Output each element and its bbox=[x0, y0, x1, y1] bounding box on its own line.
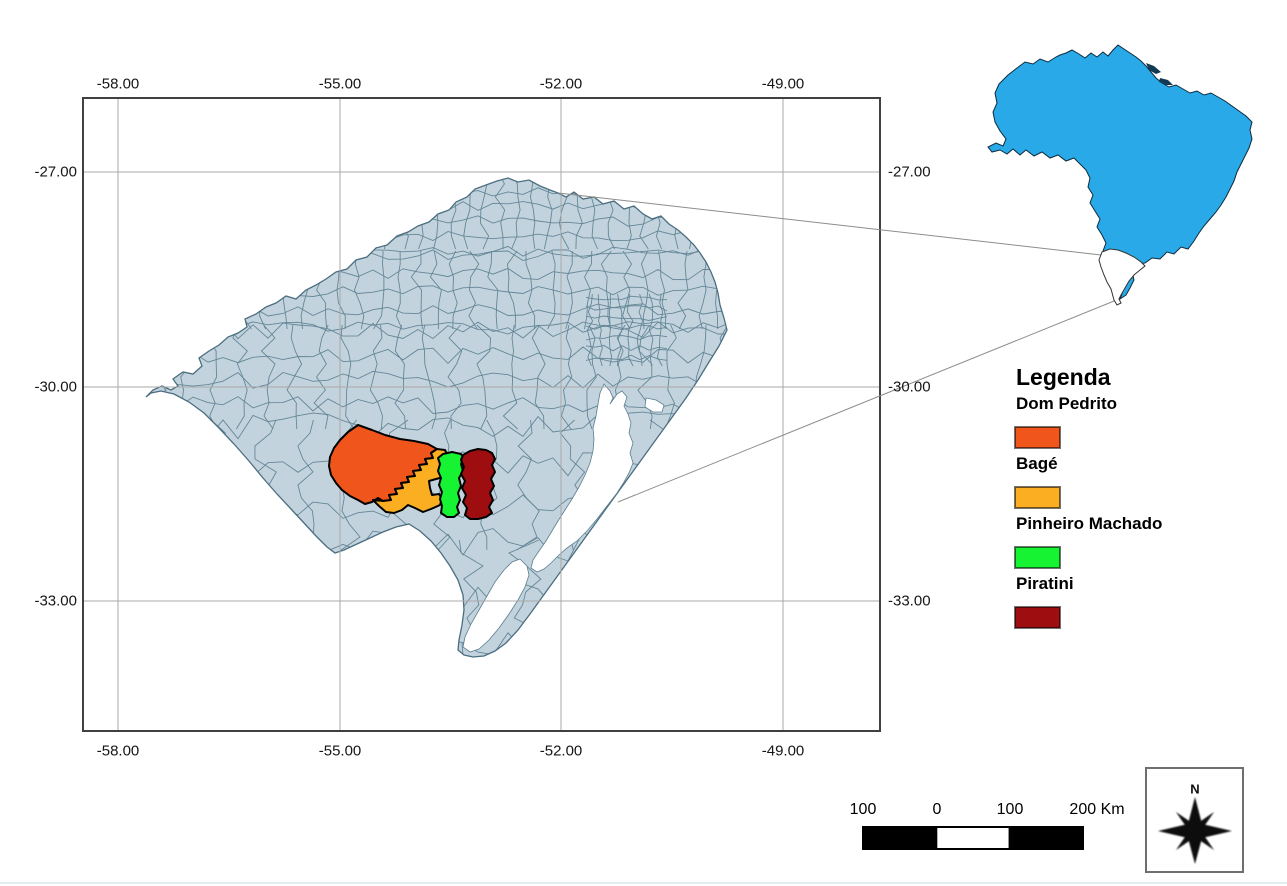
legend-swatch-pinheiro-machado bbox=[1014, 546, 1061, 569]
axis-label-right-1: -27.00 bbox=[888, 163, 931, 181]
state-outline bbox=[145, 177, 728, 658]
axis-label-right-3: -33.00 bbox=[888, 592, 931, 610]
legend-label-bage: Bagé bbox=[1016, 454, 1058, 473]
legend: Legenda Dom Pedrito Bagé Pinheiro Machad… bbox=[1013, 360, 1283, 660]
axis-label-bottom-1: -58.00 bbox=[96, 742, 140, 760]
axis-label-left-1: -27.00 bbox=[34, 163, 77, 181]
north-label: N bbox=[1190, 781, 1200, 797]
inset-brazil-shape bbox=[987, 44, 1253, 301]
legend-label-dom-pedrito: Dom Pedrito bbox=[1016, 394, 1118, 413]
legend-label-pinheiro-machado: Pinheiro Machado bbox=[1016, 514, 1163, 533]
legend-swatch-dom-pedrito bbox=[1014, 426, 1061, 449]
lagoon-small-coastal bbox=[644, 397, 665, 413]
axis-label-right-2: -30.00 bbox=[888, 378, 931, 396]
axis-label-bottom-3: -52.00 bbox=[539, 742, 583, 760]
municipality-bage bbox=[372, 448, 449, 514]
axis-label-left-2: -30.00 bbox=[34, 378, 77, 396]
inset-brazil-map bbox=[987, 44, 1253, 306]
north-arrow bbox=[1145, 767, 1244, 873]
legend-swatch-piratini bbox=[1014, 606, 1061, 629]
state-base-fill bbox=[146, 178, 727, 657]
compass-rose-icon bbox=[1158, 797, 1232, 864]
bottom-edge-line bbox=[0, 882, 1287, 884]
scale-label-100-right: 100 bbox=[996, 801, 1024, 818]
scale-label-200km: 200 Km bbox=[1069, 801, 1125, 818]
axis-label-bottom-4: -49.00 bbox=[761, 742, 805, 760]
inset-state-highlight bbox=[1098, 248, 1146, 306]
axis-label-top-3: -52.00 bbox=[539, 75, 583, 93]
leader-line-top bbox=[557, 192, 1102, 256]
scale-label-0: 0 bbox=[932, 801, 942, 818]
lagoon-mirim bbox=[462, 558, 530, 653]
legend-title: Legenda bbox=[1016, 364, 1111, 390]
municipality-piratini bbox=[460, 448, 496, 520]
inset-amazon-mouth-detail bbox=[1146, 63, 1173, 85]
axis-label-top-4: -49.00 bbox=[761, 75, 805, 93]
axis-label-top-2: -55.00 bbox=[318, 75, 362, 93]
scale-label-100-left: 100 bbox=[849, 801, 877, 818]
axis-label-left-3: -33.00 bbox=[34, 592, 77, 610]
legend-label-piratini: Piratini bbox=[1016, 574, 1074, 593]
scale-bar bbox=[862, 826, 1085, 850]
legend-swatch-bage bbox=[1014, 486, 1061, 509]
axis-label-top-1: -58.00 bbox=[96, 75, 140, 93]
map-frame bbox=[82, 97, 881, 732]
graticule bbox=[83, 98, 880, 731]
state-municipalities-layer bbox=[146, 178, 727, 657]
axis-label-bottom-2: -55.00 bbox=[318, 742, 362, 760]
lagoon-patos bbox=[530, 383, 634, 573]
leader-line-bottom bbox=[617, 298, 1120, 503]
